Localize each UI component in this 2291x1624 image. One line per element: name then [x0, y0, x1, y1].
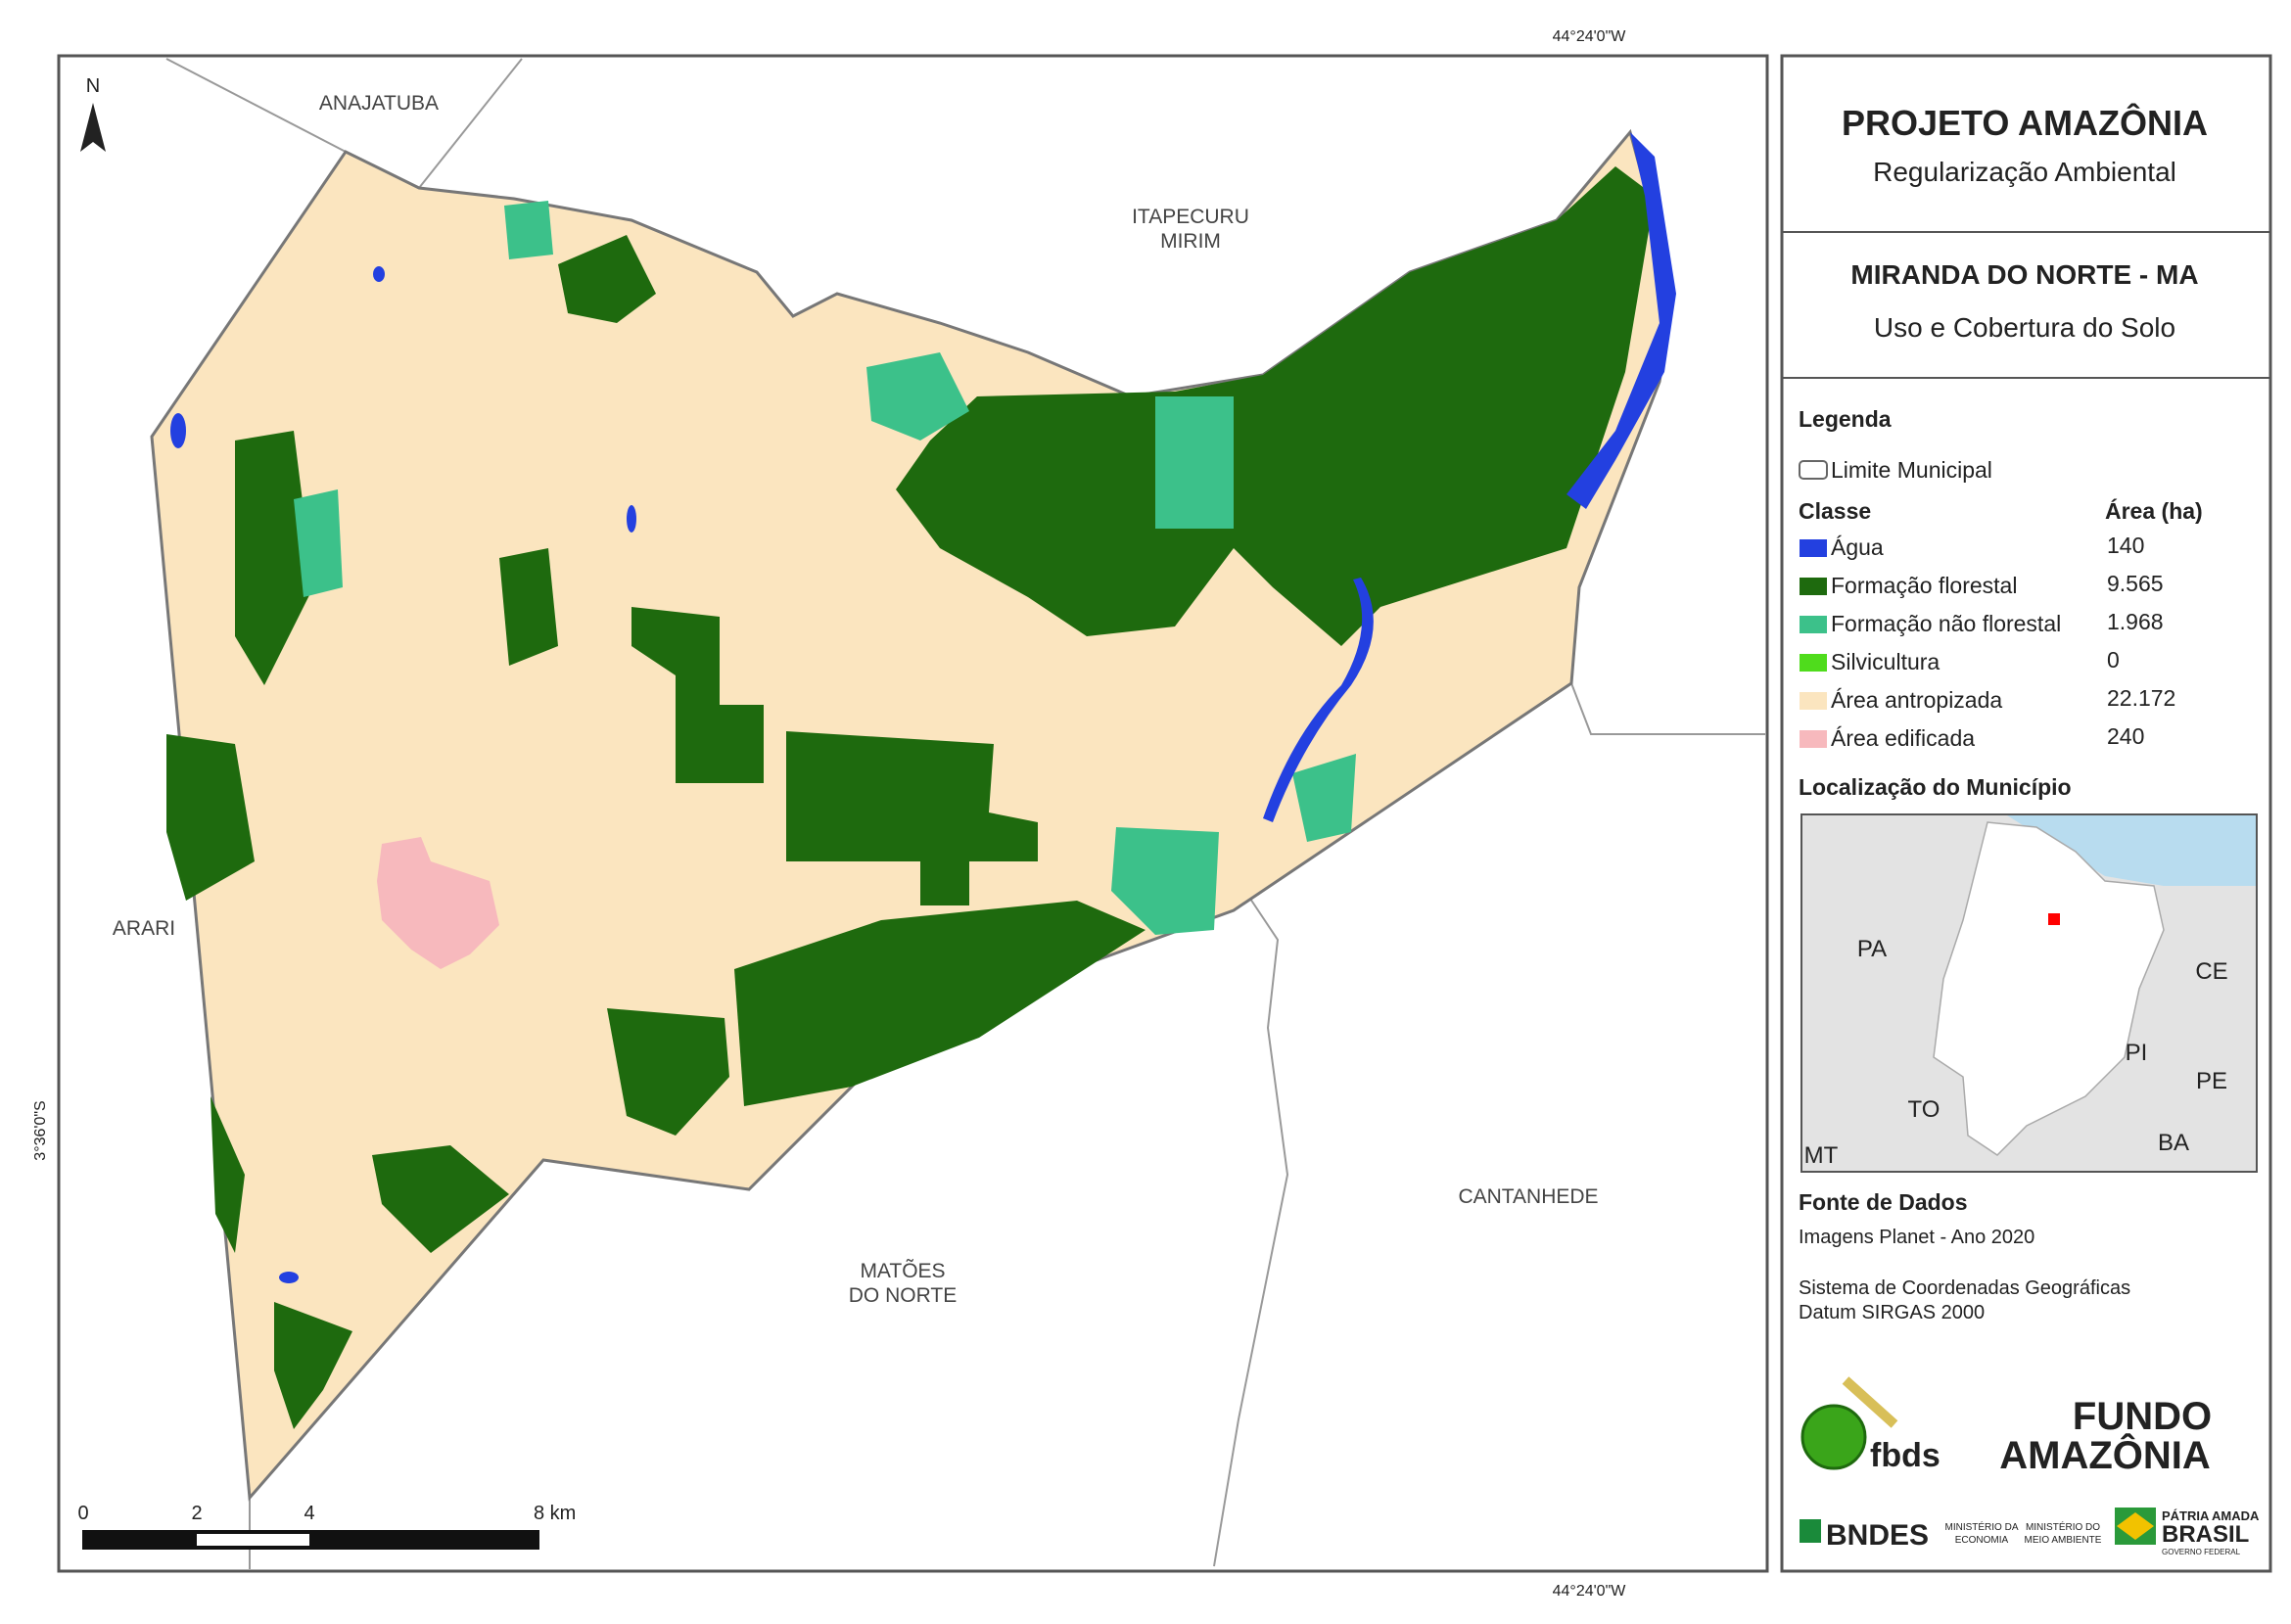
source-line: Imagens Planet - Ano 2020	[1799, 1227, 2034, 1248]
logo-ministry: MINISTÉRIO DO	[2026, 1520, 2100, 1533]
logo-fundo: FUNDO	[2073, 1395, 2212, 1438]
coord-bottom: 44°24'0"W	[1553, 1583, 1627, 1600]
map-frame: N 44°24'0"W 44°24'0"W 3°36'0"S ANAJATUBA…	[32, 28, 1769, 1600]
title: PROJETO AMAZÔNIA	[1842, 102, 2208, 143]
built-area	[377, 837, 499, 969]
neighbor-label: CANTANHEDE	[1458, 1185, 1598, 1208]
class-name: Água	[1831, 534, 1884, 560]
state-label: BA	[2158, 1130, 2189, 1156]
non-forest-formation	[294, 201, 1356, 935]
logo-brasil: PÁTRIA AMADA	[2162, 1508, 2260, 1523]
class-area: 9.565	[2107, 571, 2164, 596]
legend-rows: Água 140 Formação florestal 9.565 Formação…	[1800, 533, 2175, 751]
inset-map: PA CE PI PE TO BA MT	[1800, 813, 2258, 1173]
municipality: MIRANDA DO NORTE - MA	[1850, 259, 2198, 290]
forest	[166, 166, 1655, 1429]
logo-bndes: BNDES	[1826, 1519, 1929, 1552]
coord-left: 3°36'0"S	[32, 1100, 49, 1160]
state-label: PI	[2126, 1040, 2148, 1066]
logo-ministry: MEIO AMBIENTE	[2025, 1535, 2102, 1546]
logo-ministry: ECONOMIA	[1955, 1535, 2009, 1546]
state-label: PA	[1857, 936, 1887, 962]
scale-bar: 0 2 4 8 km	[77, 1503, 576, 1550]
class-name: Silvicultura	[1831, 649, 1940, 674]
neighbor-label: ANAJATUBA	[319, 92, 439, 115]
neighbor-label: MATÕES	[860, 1259, 945, 1282]
logo-fbds: fbds	[1870, 1437, 1940, 1474]
state-label: CE	[2195, 958, 2227, 985]
state-label: PE	[2196, 1068, 2227, 1094]
location-heading: Localização do Município	[1799, 774, 2072, 800]
logos: fbds FUNDO AMAZÔNIA BNDES MINISTÉRIO DA …	[1800, 1376, 2260, 1556]
class-area: 1.968	[2107, 609, 2164, 634]
state-label: TO	[1908, 1096, 1940, 1123]
north-arrow	[80, 103, 106, 152]
neighbor-label: DO NORTE	[849, 1284, 957, 1307]
scale-label: 0	[77, 1503, 88, 1524]
class-name: Área antropizada	[1831, 687, 2002, 713]
subtitle: Regularização Ambiental	[1873, 157, 2176, 187]
neighbor-label: MIRIM	[1160, 230, 1221, 253]
area-header: Área (ha)	[2105, 497, 2203, 524]
class-name: Formação florestal	[1831, 573, 2017, 598]
legend-heading: Legenda	[1799, 406, 1892, 432]
scale-label: 8 km	[534, 1503, 576, 1524]
source-line: Sistema de Coordenadas Geográficas	[1799, 1277, 2130, 1299]
class-area: 240	[2107, 723, 2144, 749]
neighbor-boundaries	[165, 58, 1765, 1569]
scale-label: 2	[191, 1503, 202, 1524]
theme: Uso e Cobertura do Solo	[1874, 312, 2175, 343]
class-name: Área edificada	[1831, 725, 1975, 751]
legend-boundary: Limite Municipal	[1831, 457, 1992, 483]
coord-top: 44°24'0"W	[1553, 28, 1627, 45]
neighbor-label: ARARI	[113, 917, 175, 940]
logo-brasil: GOVERNO FEDERAL	[2162, 1548, 2241, 1556]
source-heading: Fonte de Dados	[1799, 1189, 1968, 1215]
neighbor-label: ITAPECURU	[1132, 206, 1249, 228]
class-name: Formação não florestal	[1831, 611, 2061, 636]
class-area: 140	[2107, 533, 2144, 558]
logo-ministry: MINISTÉRIO DA	[1944, 1520, 2018, 1533]
north-label: N	[86, 75, 100, 97]
class-area: 22.172	[2107, 685, 2175, 711]
source-line: Datum SIRGAS 2000	[1799, 1302, 1985, 1323]
side-panel: PROJETO AMAZÔNIA Regularização Ambiental…	[1780, 54, 2272, 1573]
logo-brasil: BRASIL	[2162, 1521, 2249, 1548]
water	[170, 132, 1676, 1283]
class-header: Classe	[1799, 498, 1871, 524]
scale-label: 4	[304, 1503, 314, 1524]
state-label: MT	[1804, 1142, 1839, 1169]
logo-fundo: AMAZÔNIA	[1999, 1432, 2211, 1477]
class-area: 0	[2107, 647, 2120, 673]
